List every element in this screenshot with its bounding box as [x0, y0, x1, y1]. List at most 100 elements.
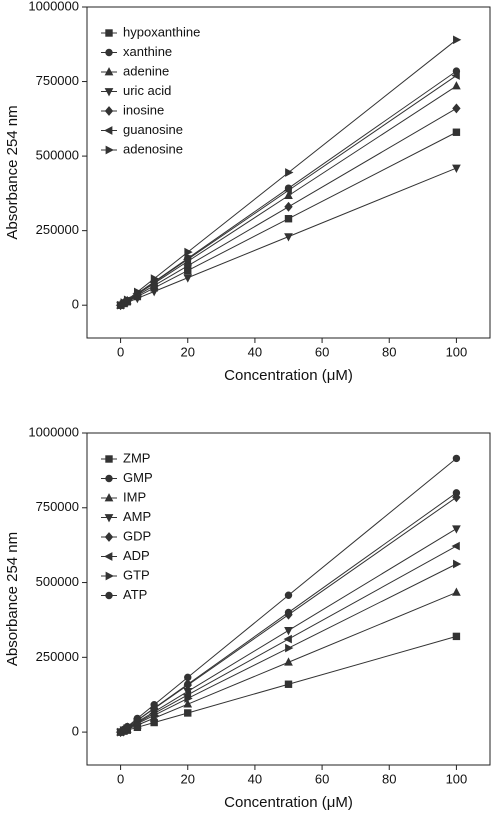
legend-marker: [104, 126, 113, 135]
marker: [284, 215, 293, 223]
marker: [453, 559, 462, 569]
marker: [284, 233, 293, 242]
legend-marker: [104, 493, 114, 502]
legend-marker: [105, 29, 113, 37]
legend-label: ZMP: [123, 450, 150, 465]
marker: [283, 634, 292, 644]
marker: [452, 587, 461, 596]
marker: [183, 260, 192, 271]
legend-label: ATP: [123, 587, 147, 602]
y-axis-title: Absorbance 254 nm: [4, 105, 21, 239]
marker: [284, 609, 293, 620]
plot-frame: [86, 6, 491, 339]
y-tick-label: 1000000: [28, 424, 79, 439]
x-tick-label: 60: [315, 771, 329, 786]
legend-marker: [105, 455, 113, 463]
x-tick-label: 40: [248, 771, 262, 786]
legend-label: GTP: [123, 567, 150, 582]
marker: [284, 627, 293, 636]
marker: [183, 274, 193, 283]
legend-label: inosine: [123, 102, 164, 117]
x-tick-label: 20: [181, 771, 195, 786]
legend-marker: [105, 474, 113, 483]
legend-label: GMP: [123, 470, 153, 485]
legend-label: adenine: [123, 63, 169, 78]
legend-label: GDP: [123, 528, 151, 543]
y-axis-title: Absorbance 254 nm: [4, 532, 21, 666]
marker: [452, 103, 461, 114]
marker: [123, 722, 132, 731]
marker: [452, 632, 461, 641]
x-tick-label: 100: [446, 771, 468, 786]
y-tick-label: 1000000: [28, 0, 79, 13]
legend-marker: [105, 571, 114, 581]
marker: [451, 541, 460, 551]
x-tick-label: 0: [117, 771, 124, 786]
marker: [452, 525, 461, 534]
y-tick-label: 250000: [36, 222, 79, 237]
y-tick-label: 0: [72, 297, 79, 312]
legend-label: guanosine: [123, 122, 183, 137]
marker: [285, 643, 294, 653]
marker: [182, 254, 192, 264]
legend-label: adenosine: [123, 141, 183, 156]
marker: [133, 287, 143, 297]
marker: [451, 71, 460, 80]
marker: [452, 81, 461, 90]
y-tick-label: 500000: [36, 574, 79, 589]
y-tick-label: 0: [72, 724, 79, 739]
marker: [133, 714, 142, 723]
legend-marker: [104, 67, 114, 76]
x-tick-label: 40: [248, 344, 262, 359]
x-tick-label: 100: [446, 344, 468, 359]
legend-marker: [104, 552, 113, 561]
marker: [184, 694, 193, 703]
x-axis-title: Concentration (μM): [224, 367, 353, 384]
x-axis-title: Concentration (μM): [224, 794, 353, 811]
y-tick-label: 750000: [36, 499, 79, 514]
marker: [183, 699, 193, 708]
legend-marker: [104, 532, 114, 542]
marker: [150, 701, 158, 709]
marker: [184, 673, 192, 682]
legend-marker: [104, 514, 114, 523]
marker: [284, 190, 293, 199]
x-tick-label: 80: [382, 344, 396, 359]
legend-label: AMP: [123, 509, 151, 524]
marker: [184, 247, 193, 257]
y-tick-label: 750000: [36, 73, 79, 88]
marker: [284, 201, 293, 212]
marker: [284, 591, 293, 599]
marker: [452, 128, 461, 136]
x-tick-label: 20: [181, 344, 195, 359]
legend-label: uric acid: [123, 83, 171, 98]
marker: [452, 454, 461, 463]
legend-marker: [104, 88, 114, 97]
marker: [184, 709, 192, 717]
y-tick-label: 500000: [36, 148, 79, 163]
marker: [452, 492, 461, 503]
marker: [150, 274, 160, 284]
marker: [452, 164, 461, 173]
legend-label: IMP: [123, 489, 146, 504]
marker: [453, 35, 462, 45]
marker: [284, 657, 293, 666]
plot-frame: [86, 432, 491, 766]
legend-marker: [104, 106, 114, 116]
legend-marker: [105, 591, 113, 600]
legend-marker: [105, 145, 114, 155]
legend-label: xanthine: [123, 44, 172, 59]
y-tick-label: 250000: [36, 649, 79, 664]
marker: [183, 680, 192, 691]
marker: [284, 680, 293, 688]
x-tick-label: 80: [382, 771, 396, 786]
legend-label: ADP: [123, 548, 150, 563]
x-tick-label: 0: [117, 344, 124, 359]
marker: [150, 710, 160, 720]
legend-label: hypoxanthine: [123, 24, 200, 39]
x-tick-label: 60: [315, 344, 329, 359]
marker: [285, 168, 294, 177]
marker: [123, 295, 133, 305]
